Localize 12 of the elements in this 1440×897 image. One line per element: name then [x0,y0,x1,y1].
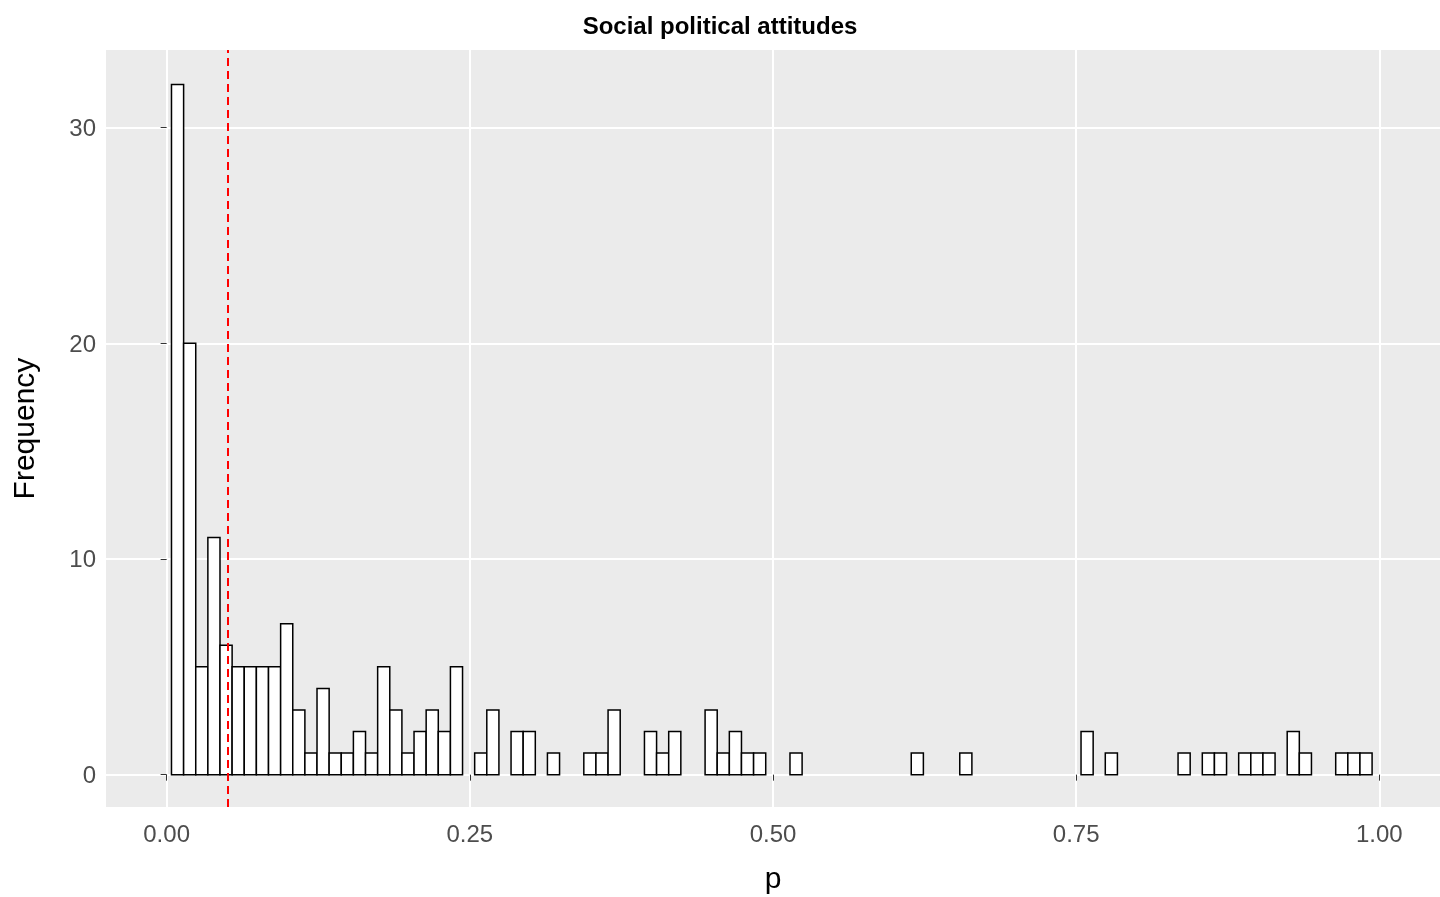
y-tick-label: 30 [69,114,96,142]
x-tick-label: 0.75 [1052,819,1100,847]
x-tick-label: 1.00 [1356,819,1403,847]
chart-title: Social political attitudes [582,11,858,39]
x-tick-label: 0.50 [749,819,797,847]
x-tick-label: 0.25 [446,819,494,847]
y-axis-title: Frequency [6,357,40,500]
y-tick-label: 0 [82,761,96,789]
y-tick-label: 10 [69,545,96,573]
x-axis-title: p [764,860,782,894]
y-tick-label: 20 [69,329,96,357]
x-tick-label: 0.00 [143,819,190,847]
